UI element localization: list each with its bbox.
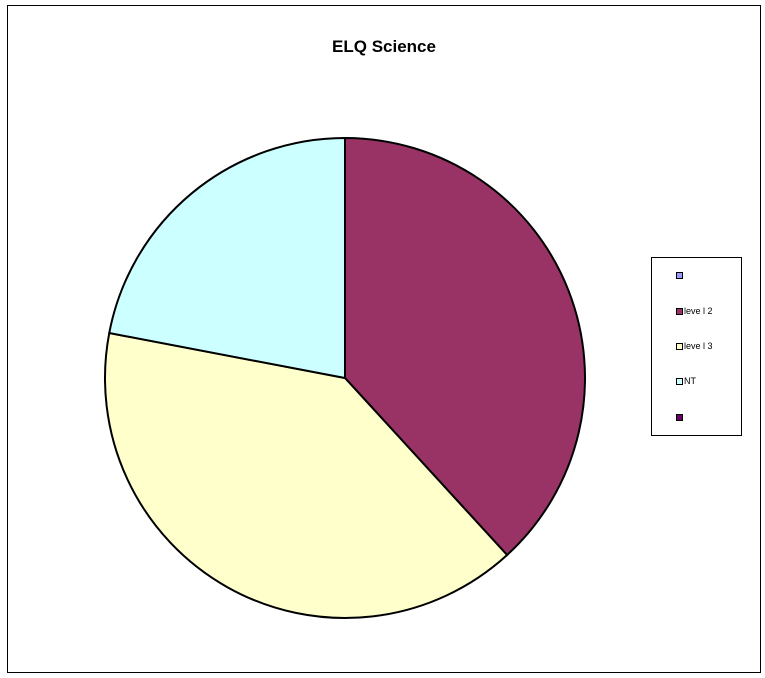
legend-swatch-2 (676, 342, 683, 350)
legend: leve l 2 leve l 3 NT (651, 257, 742, 436)
legend-swatch-4 (676, 413, 683, 421)
chart-area: ELQ Science leve l 2 leve l 3 NT (7, 5, 761, 673)
chart-title: ELQ Science (332, 37, 436, 56)
pie-slice-2 (104, 332, 509, 619)
pie-slice-3 (108, 137, 346, 379)
legend-item-2: leve l 3 (676, 340, 713, 352)
legend-item-4 (676, 411, 684, 423)
legend-item-0 (676, 269, 684, 281)
legend-label-2: leve l 3 (684, 341, 713, 351)
legend-label-3: NT (684, 376, 696, 386)
pie-slice-1 (344, 137, 586, 557)
legend-swatch-0 (676, 271, 683, 279)
legend-swatch-1 (676, 307, 683, 315)
legend-item-1: leve l 2 (676, 305, 713, 317)
legend-swatch-3 (676, 377, 683, 385)
pie-chart (104, 137, 586, 619)
legend-item-3: NT (676, 375, 696, 387)
legend-label-1: leve l 2 (684, 306, 713, 316)
